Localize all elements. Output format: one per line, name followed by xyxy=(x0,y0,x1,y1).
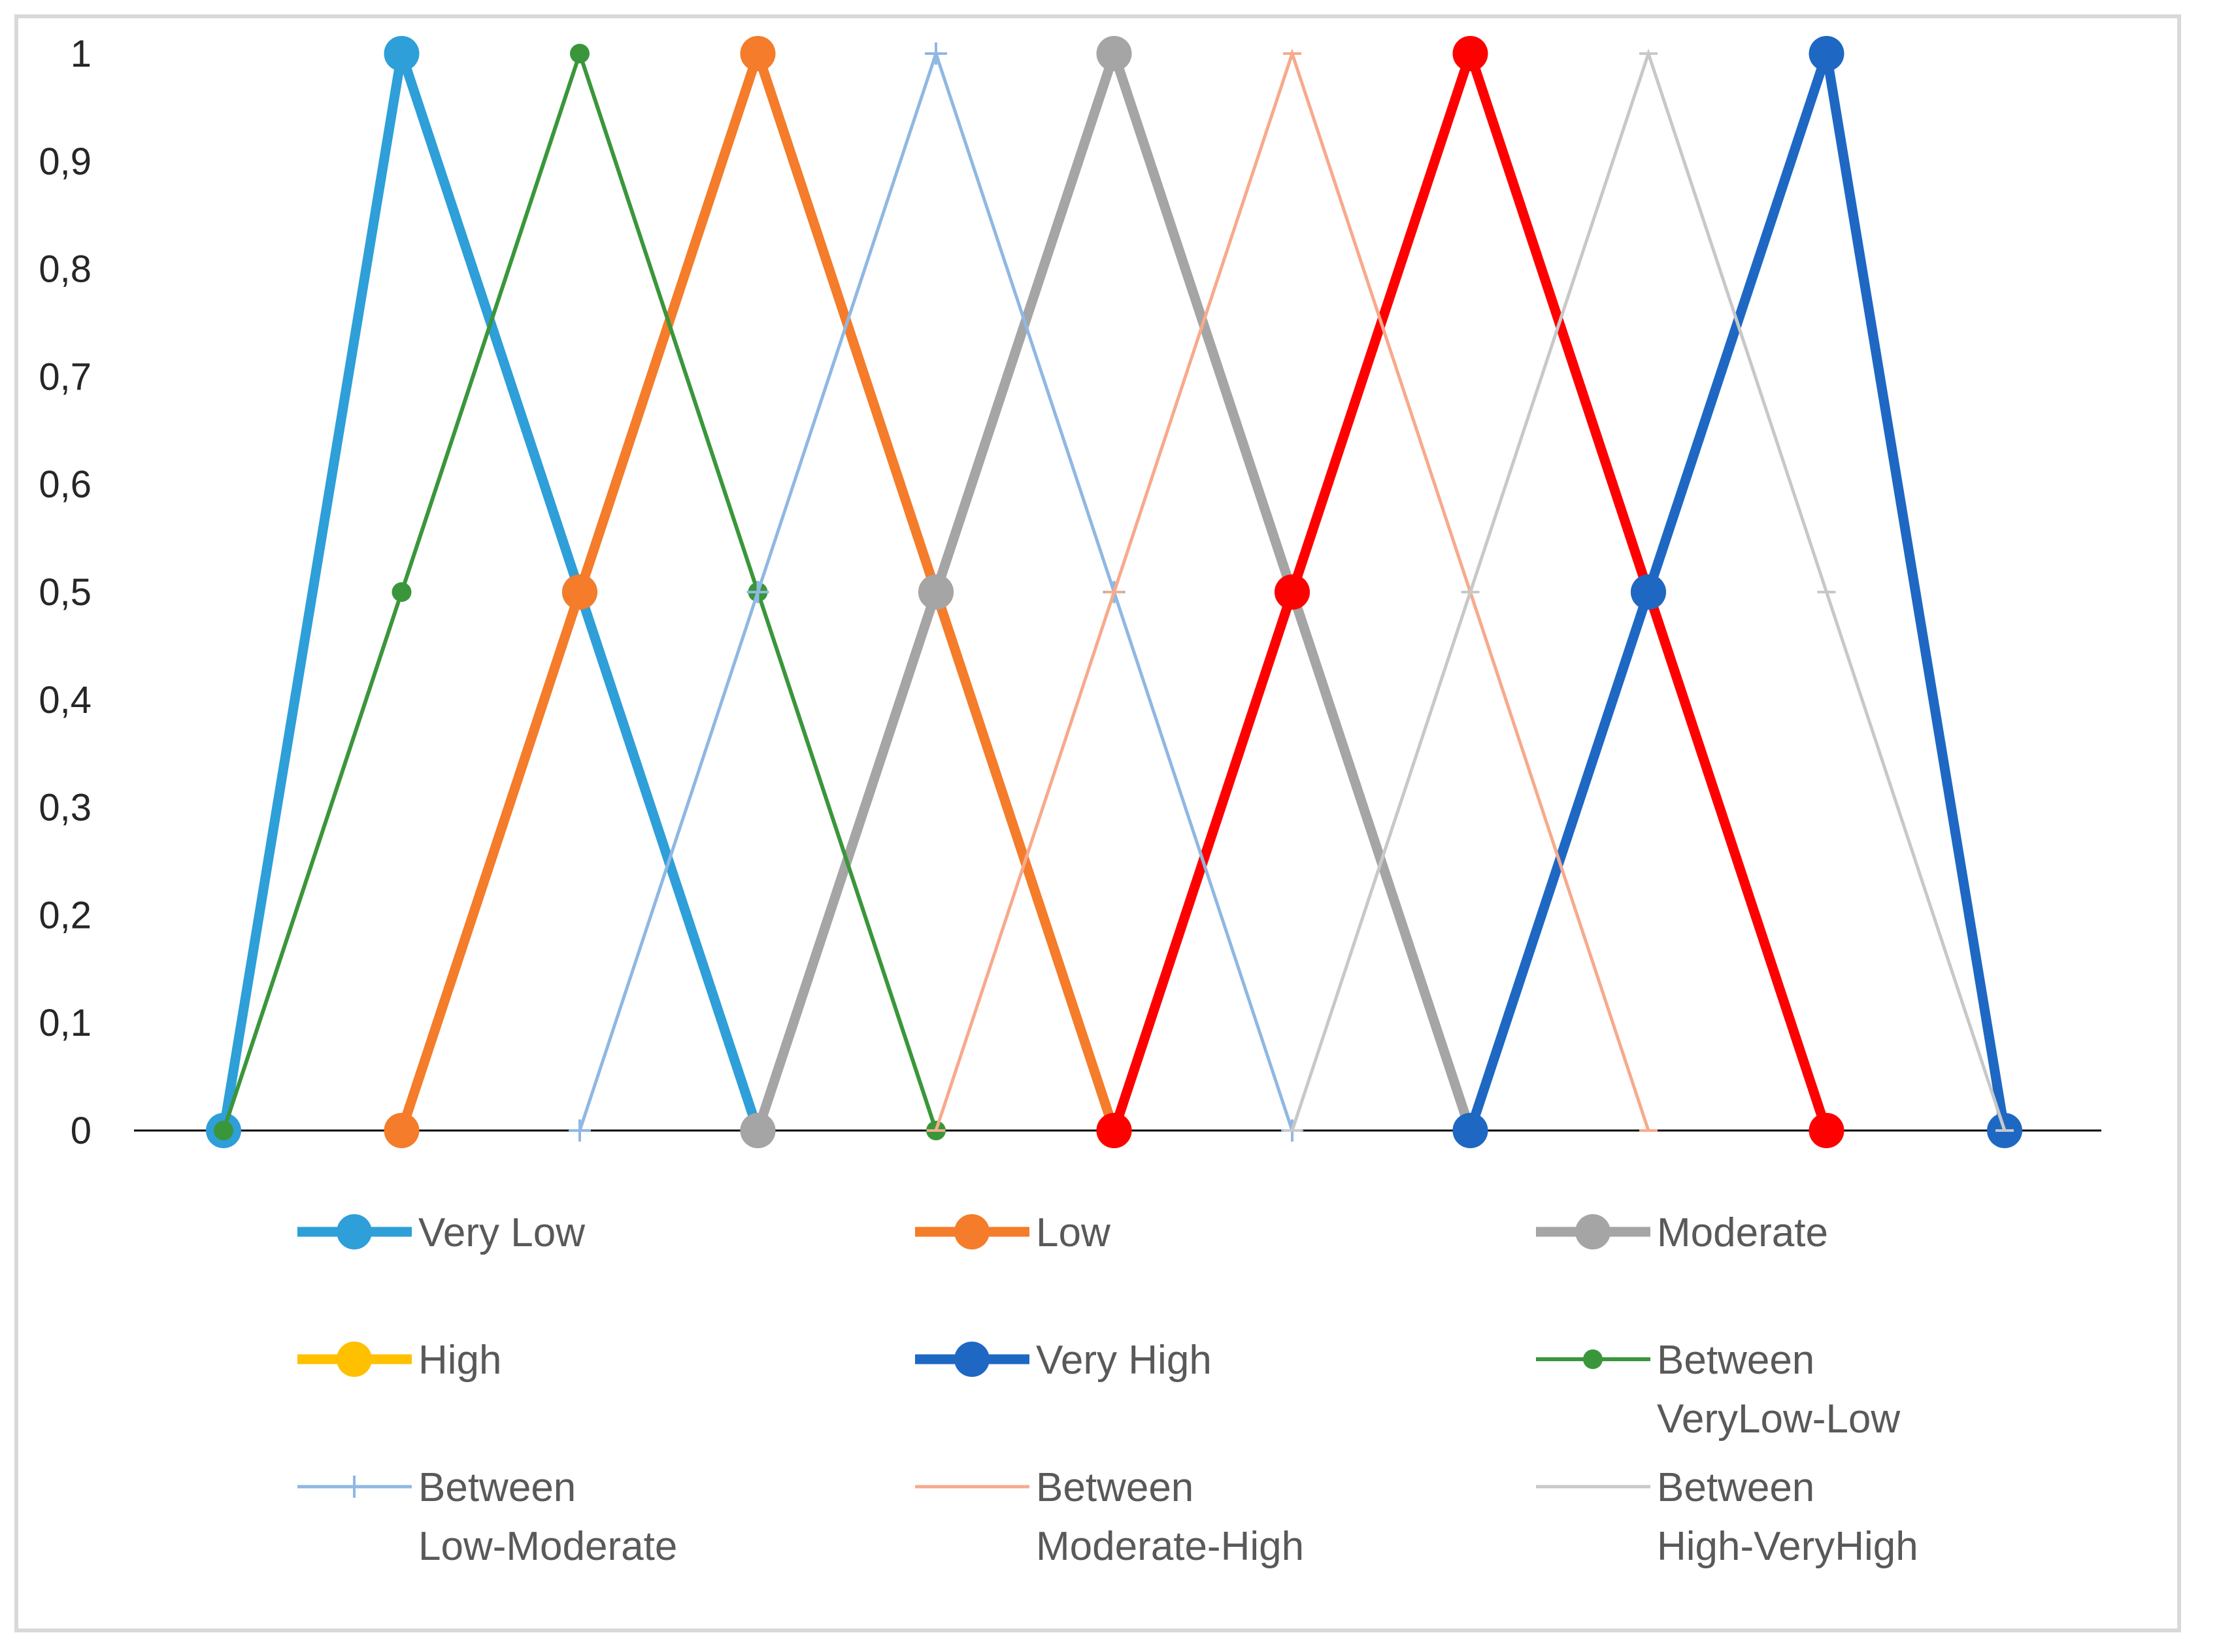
legend-swatch-marker xyxy=(954,1342,990,1377)
data-point-marker xyxy=(1096,36,1132,71)
y-tick-label: 0,6 xyxy=(39,463,92,506)
data-point-marker xyxy=(1452,1113,1488,1148)
legend-item: Between Low-Moderate xyxy=(297,1465,677,1569)
y-tick-label: 1 xyxy=(71,33,92,75)
legend-item: Moderate xyxy=(1536,1210,1828,1255)
legend-item: Between Moderate-High xyxy=(915,1465,1304,1569)
data-point-marker xyxy=(384,36,420,71)
y-tick-label: 0,1 xyxy=(39,1002,92,1044)
data-point-marker xyxy=(1452,36,1488,71)
data-point-marker xyxy=(569,1119,591,1142)
series-very-high xyxy=(1452,36,2022,1148)
legend: Very Low Low Moderate High Very High Between V… xyxy=(297,1210,1918,1569)
legend-item: Very Low xyxy=(297,1210,585,1255)
legend-label: Low xyxy=(1036,1210,1110,1255)
y-tick-label: 0,8 xyxy=(39,248,92,291)
data-point-marker xyxy=(740,1113,776,1148)
y-tick-label: 0 xyxy=(71,1110,92,1152)
axes: 0 0,1 0,2 0,3 0,4 0,5 0,6 0,7 0,8 0,9 1 xyxy=(39,33,2101,1152)
legend-swatch-marker xyxy=(954,1214,990,1249)
y-tick-label: 0,5 xyxy=(39,571,92,614)
series-layer xyxy=(206,36,2022,1148)
legend-swatch-marker xyxy=(337,1214,372,1249)
legend-label: Moderate xyxy=(1657,1210,1828,1255)
y-tick-label: 0,3 xyxy=(39,787,92,829)
series-between-verylow-low xyxy=(214,44,946,1140)
data-point-marker xyxy=(746,581,769,603)
series-very-low xyxy=(206,36,776,1148)
series-line-very-low xyxy=(218,52,763,1132)
legend-item: Between High-VeryHigh xyxy=(1536,1465,1918,1569)
data-point-marker xyxy=(918,574,954,610)
data-point-marker xyxy=(392,582,412,602)
legend-item: Very High xyxy=(915,1338,1212,1383)
data-point-marker xyxy=(740,36,776,71)
y-tick-label: 0,2 xyxy=(39,894,92,936)
legend-item: Low xyxy=(915,1210,1110,1255)
legend-swatch-marker xyxy=(343,1476,365,1498)
legend-label: High xyxy=(418,1338,502,1383)
legend-label: Between VeryLow-Low xyxy=(1657,1338,1900,1442)
data-point-marker xyxy=(1096,1113,1132,1148)
y-tick-label: 0,4 xyxy=(39,679,92,721)
y-tick-label: 0,7 xyxy=(39,355,92,398)
data-point-marker xyxy=(384,1113,420,1148)
legend-label: Between Moderate-High xyxy=(1036,1465,1304,1569)
data-point-marker xyxy=(570,44,590,63)
series-between-high-veryhigh xyxy=(1283,48,2014,1132)
legend-item: High xyxy=(297,1338,502,1383)
y-tick-label: 0,9 xyxy=(39,140,92,183)
series-line-very-high xyxy=(1465,52,2010,1132)
data-point-marker xyxy=(1809,36,1844,71)
legend-label: Between Low-Moderate xyxy=(418,1465,677,1569)
legend-label: Between High-VeryHigh xyxy=(1657,1465,1918,1569)
legend-swatch-marker xyxy=(1583,1349,1603,1369)
data-point-marker xyxy=(562,574,597,610)
data-point-marker xyxy=(214,1121,233,1140)
data-point-marker xyxy=(1809,1113,1844,1148)
data-point-marker xyxy=(1631,574,1666,610)
data-point-marker xyxy=(925,42,947,65)
legend-swatch-marker xyxy=(337,1342,372,1377)
legend-label: Very High xyxy=(1036,1338,1212,1383)
data-point-marker xyxy=(1275,574,1310,610)
legend-label: Very Low xyxy=(418,1210,585,1255)
legend-swatch-marker xyxy=(1575,1214,1610,1249)
legend-item: Between VeryLow-Low xyxy=(1536,1338,1900,1442)
